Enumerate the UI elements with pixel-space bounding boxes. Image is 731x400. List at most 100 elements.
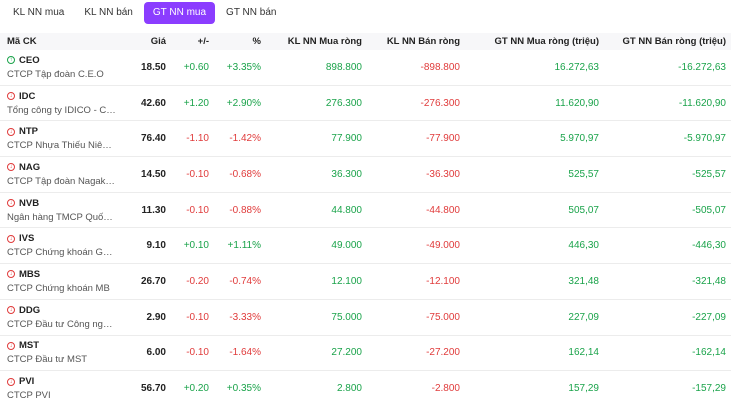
stock-code-line: ↓ MBS bbox=[7, 269, 116, 280]
price-cell: 14.50 bbox=[140, 168, 166, 180]
header-gt-mua[interactable]: GT NN Mua ròng (triệu) bbox=[494, 36, 600, 47]
gt-mua-cell: 162,14 bbox=[568, 347, 599, 359]
table-body: ↑ CEO CTCP Tập đoàn C.E.O 18.50 +0.60 +3.35% 8… bbox=[0, 50, 731, 400]
stock-cell: ↓ DDG CTCP Đầu tư Công nghiệp ... bbox=[0, 305, 122, 330]
trend-down-icon: ↓ bbox=[7, 234, 15, 243]
company-name: CTCP Chứng khoán MB bbox=[7, 282, 110, 294]
stock-code[interactable]: MBS bbox=[19, 268, 41, 280]
header-price[interactable]: Giá bbox=[150, 36, 166, 47]
trend-down-icon: ↓ bbox=[7, 163, 15, 172]
percent-cell: +3.35% bbox=[226, 61, 261, 73]
company-name: Tổng công ty IDICO - CTCP bbox=[7, 104, 116, 116]
stock-cell: ↓ IDC Tổng công ty IDICO - CTCP bbox=[0, 91, 122, 116]
stock-code[interactable]: DDG bbox=[19, 304, 41, 316]
stock-code[interactable]: IVS bbox=[19, 233, 35, 245]
price-cell: 26.70 bbox=[140, 275, 166, 287]
kl-mua-cell: 75.000 bbox=[331, 311, 362, 323]
table-row[interactable]: ↓ NTP CTCP Nhựa Thiếu Niên Tiề... 76.40 -1.1… bbox=[0, 121, 731, 158]
header-kl-ban[interactable]: KL NN Bán ròng bbox=[386, 36, 460, 47]
header-kl-mua[interactable]: KL NN Mua ròng bbox=[287, 36, 362, 47]
gt-mua-cell: 11.620,90 bbox=[555, 97, 599, 109]
kl-ban-cell: -36.300 bbox=[426, 168, 460, 180]
stock-code-line: ↓ IVS bbox=[7, 233, 116, 244]
company-name: CTCP Đầu tư MST bbox=[7, 354, 88, 366]
header-change[interactable]: +/- bbox=[197, 36, 209, 47]
table-row[interactable]: ↑ CEO CTCP Tập đoàn C.E.O 18.50 +0.60 +3.35% 8… bbox=[0, 50, 731, 86]
percent-cell: -3.33% bbox=[229, 311, 261, 323]
stock-code-line: ↑ CEO bbox=[7, 55, 116, 66]
percent-cell: -0.74% bbox=[229, 275, 261, 287]
percent-cell: -0.88% bbox=[229, 204, 261, 216]
kl-mua-cell: 2.800 bbox=[336, 383, 362, 395]
stock-code[interactable]: PVI bbox=[19, 376, 35, 388]
stock-cell: ↓ PVI CTCP PVI bbox=[0, 376, 122, 400]
change-cell: +0.20 bbox=[183, 383, 209, 395]
stock-code[interactable]: MST bbox=[19, 340, 40, 352]
gt-ban-cell: -321,48 bbox=[692, 275, 726, 287]
table-row[interactable]: ↓ MBS CTCP Chứng khoán MB 26.70 -0.20 -0.74% 1… bbox=[0, 264, 731, 300]
kl-ban-cell: -276.300 bbox=[420, 97, 460, 109]
stock-code[interactable]: NTP bbox=[19, 126, 38, 138]
trend-down-icon: ↓ bbox=[7, 199, 15, 208]
change-cell: -0.20 bbox=[186, 275, 209, 287]
header-percent[interactable]: % bbox=[252, 36, 261, 47]
stock-code[interactable]: IDC bbox=[19, 90, 36, 102]
stock-code-line: ↓ NTP bbox=[7, 126, 116, 137]
gt-ban-cell: -162,14 bbox=[692, 347, 726, 359]
table-row[interactable]: ↓ IVS CTCP Chứng khoán Guotai ... 9.10 +0.10… bbox=[0, 228, 731, 265]
price-cell: 18.50 bbox=[140, 61, 166, 73]
company-name: CTCP Đầu tư Công nghiệp ... bbox=[7, 318, 116, 330]
gt-ban-cell: -157,29 bbox=[692, 383, 726, 395]
company-name: CTCP Tập đoàn C.E.O bbox=[7, 68, 104, 80]
table-row[interactable]: ↓ DDG CTCP Đầu tư Công nghiệp ... 2.90 -0.10… bbox=[0, 300, 731, 336]
gt-ban-cell: -525,57 bbox=[692, 168, 726, 180]
kl-mua-cell: 77.900 bbox=[331, 133, 362, 145]
change-cell: -0.10 bbox=[186, 311, 209, 323]
stock-cell: ↓ MBS CTCP Chứng khoán MB bbox=[0, 269, 122, 294]
table-row[interactable]: ↓ NVB Ngân hàng TMCP Quốc Dân 11.30 -0.10 -0.… bbox=[0, 193, 731, 229]
gt-mua-cell: 227,09 bbox=[568, 311, 599, 323]
trend-down-icon: ↓ bbox=[7, 306, 15, 315]
percent-cell: +0.35% bbox=[226, 383, 261, 395]
gt-ban-cell: -505,07 bbox=[692, 204, 726, 216]
kl-mua-cell: 898.800 bbox=[325, 61, 362, 73]
trend-down-icon: ↓ bbox=[7, 127, 15, 136]
table-row[interactable]: ↓ PVI CTCP PVI 56.70 +0.20 +0.35% 2.800 -2.800 1… bbox=[0, 371, 731, 400]
change-cell: -1.10 bbox=[186, 133, 209, 145]
kl-ban-cell: -75.000 bbox=[426, 311, 460, 323]
price-cell: 42.60 bbox=[140, 97, 166, 109]
stock-code-line: ↓ IDC bbox=[7, 91, 116, 102]
header-code[interactable]: Mã CK bbox=[7, 36, 37, 47]
tab-gt-nn-mua[interactable]: GT NN mua bbox=[143, 1, 216, 24]
price-cell: 2.90 bbox=[146, 311, 166, 323]
stock-cell: ↓ IVS CTCP Chứng khoán Guotai ... bbox=[0, 233, 122, 258]
price-cell: 6.00 bbox=[146, 347, 166, 359]
change-cell: -0.10 bbox=[186, 168, 209, 180]
table-row[interactable]: ↓ NAG CTCP Tập đoàn Nagakawa 14.50 -0.10 -0.6… bbox=[0, 157, 731, 193]
percent-cell: -1.42% bbox=[229, 133, 261, 145]
table-row[interactable]: ↓ IDC Tổng công ty IDICO - CTCP 42.60 +1.20 +… bbox=[0, 86, 731, 122]
stock-code[interactable]: CEO bbox=[19, 54, 40, 66]
header-gt-ban[interactable]: GT NN Bán ròng (triệu) bbox=[622, 36, 726, 47]
change-cell: +1.20 bbox=[183, 97, 209, 109]
trend-down-icon: ↓ bbox=[7, 270, 15, 279]
gt-mua-cell: 16.272,63 bbox=[554, 61, 600, 73]
table-header: Mã CK Giá +/- % KL NN Mua ròng KL NN Bán… bbox=[0, 33, 731, 50]
tab-kl-nn-mua[interactable]: KL NN mua bbox=[13, 7, 65, 18]
trend-down-icon: ↓ bbox=[7, 377, 15, 386]
table-row[interactable]: ↓ MST CTCP Đầu tư MST 6.00 -0.10 -1.64% 27.200… bbox=[0, 336, 731, 372]
stock-code-line: ↓ NVB bbox=[7, 198, 116, 209]
stock-code[interactable]: NAG bbox=[19, 161, 41, 173]
gt-mua-cell: 525,57 bbox=[568, 168, 599, 180]
kl-mua-cell: 12.100 bbox=[331, 275, 362, 287]
stock-cell: ↓ NVB Ngân hàng TMCP Quốc Dân bbox=[0, 198, 122, 223]
stock-code-line: ↓ PVI bbox=[7, 376, 116, 387]
foreign-trading-table: Mã CK Giá +/- % KL NN Mua ròng KL NN Bán… bbox=[0, 33, 731, 400]
stock-code[interactable]: NVB bbox=[19, 197, 40, 209]
tab-gt-nn-ban[interactable]: GT NN bán bbox=[226, 7, 277, 18]
gt-ban-cell: -5.970,97 bbox=[683, 133, 726, 145]
tab-kl-nn-ban[interactable]: KL NN bán bbox=[84, 7, 133, 18]
kl-ban-cell: -27.200 bbox=[426, 347, 460, 359]
price-cell: 11.30 bbox=[141, 204, 166, 216]
change-cell: +0.10 bbox=[183, 240, 209, 252]
